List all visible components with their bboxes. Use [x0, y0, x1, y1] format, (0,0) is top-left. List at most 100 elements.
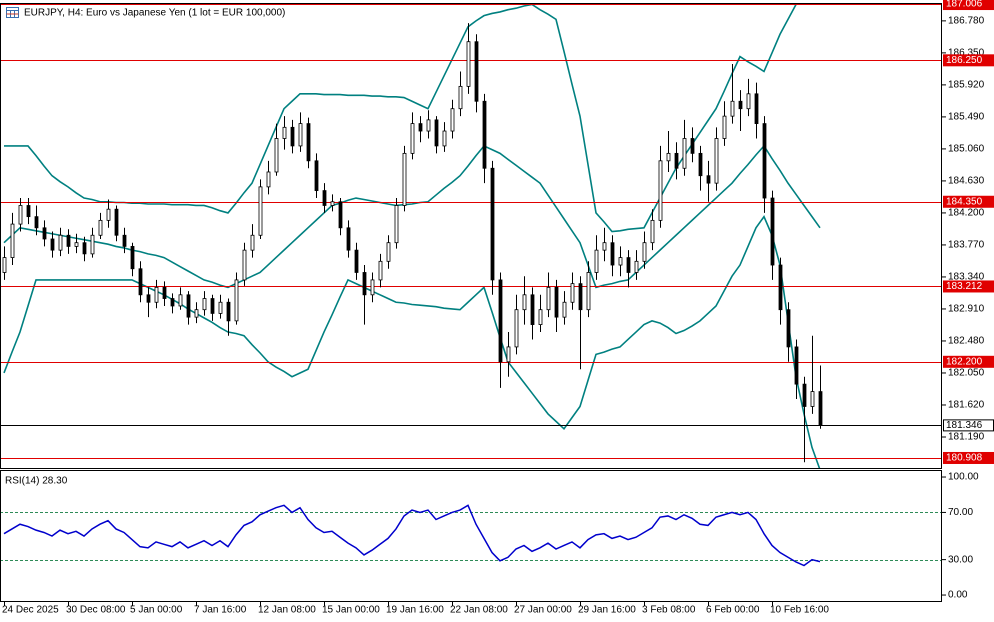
candle-body	[322, 190, 327, 206]
candle-body	[66, 234, 71, 247]
candle-body	[50, 238, 55, 251]
candle-body	[202, 298, 207, 311]
candle-body	[706, 175, 711, 184]
candle-body	[722, 115, 727, 139]
y-tick-label: 181.190	[948, 432, 985, 443]
candle-body	[130, 246, 135, 270]
candle-body	[266, 171, 271, 188]
level-label: 186.250	[946, 55, 983, 66]
y-tick-label: 184.200	[948, 208, 985, 219]
candle-body	[818, 391, 823, 426]
x-tick-label: 6 Feb 00:00	[706, 605, 760, 616]
level-label: 187.006	[946, 0, 983, 10]
x-tick-label: 19 Jan 16:00	[386, 605, 444, 616]
candle-body	[354, 249, 359, 273]
candle-body	[770, 197, 775, 266]
candle-body	[714, 138, 719, 184]
candle-body	[698, 152, 703, 177]
candle-body	[378, 260, 383, 281]
candle-body	[754, 93, 759, 124]
candle-body	[490, 167, 495, 281]
candle-body	[234, 279, 239, 322]
candle-body	[674, 152, 679, 169]
x-tick-label: 27 Jan 00:00	[514, 605, 572, 616]
candle-body	[650, 219, 655, 244]
candle-body	[626, 257, 631, 273]
candle-body	[602, 242, 607, 251]
candle-body	[194, 309, 199, 318]
y-tick-label: 183.770	[948, 240, 985, 251]
candle-body	[282, 126, 287, 139]
level-label-box	[943, 451, 994, 464]
candle-body	[538, 309, 543, 325]
candle-body	[258, 186, 263, 236]
candle-body	[34, 216, 39, 229]
y-tick-label: 182.050	[948, 368, 985, 379]
candle-body	[122, 234, 127, 247]
candle-body	[250, 234, 255, 251]
candle-body	[154, 286, 159, 303]
candle-body	[458, 85, 463, 110]
candle-body	[554, 286, 559, 318]
candle-body	[562, 301, 567, 318]
candle-body	[18, 205, 23, 225]
x-tick-label: 22 Jan 08:00	[450, 605, 508, 616]
candle-body	[138, 268, 143, 296]
level-label-box	[943, 280, 994, 293]
rsi-y-tick-label: 30.00	[948, 554, 973, 565]
candle-body	[690, 138, 695, 154]
candle-body	[362, 272, 367, 296]
level-label-box	[943, 54, 994, 67]
candle-body	[482, 100, 487, 169]
candle-body	[178, 294, 183, 307]
candle-body	[26, 205, 31, 218]
main-panel	[0, 3, 942, 469]
y-tick-label: 184.630	[948, 176, 985, 187]
candle-body	[314, 160, 319, 191]
level-label: 182.200	[946, 356, 983, 367]
y-tick-label: 186.350	[948, 48, 985, 59]
y-tick-label: 181.620	[948, 400, 985, 411]
candle-body	[810, 391, 815, 407]
candle-body	[642, 242, 647, 262]
candle-body	[162, 286, 167, 299]
candle-body	[218, 301, 223, 314]
candle-body	[618, 257, 623, 266]
candle-body	[682, 138, 687, 169]
y-tick-label: 186.780	[948, 16, 985, 27]
candle-body	[570, 283, 575, 303]
candle-body	[730, 100, 735, 117]
candle-body	[762, 123, 767, 199]
candle-body	[466, 41, 471, 87]
candle-body	[746, 93, 751, 110]
x-tick-label: 15 Jan 00:00	[322, 605, 380, 616]
candle-body	[146, 294, 151, 303]
candle-body	[274, 138, 279, 173]
candle-body	[514, 309, 519, 348]
candle-body	[186, 294, 191, 318]
candle-body	[346, 227, 351, 251]
candle-body	[210, 298, 215, 314]
x-tick-label: 12 Jan 08:00	[258, 605, 316, 616]
candle-body	[226, 301, 231, 322]
candle-body	[786, 309, 791, 348]
x-tick-label: 24 Dec 2025	[2, 605, 59, 616]
y-tick-label: 185.060	[948, 144, 985, 155]
rsi-y-tick-label: 70.00	[948, 507, 973, 518]
level-label-box	[943, 0, 994, 11]
rsi-y-tick-label: 0.00	[948, 590, 968, 601]
level-label: 180.908	[946, 453, 983, 464]
candle-body	[402, 152, 407, 206]
candle-body	[610, 242, 615, 266]
candle-body	[426, 119, 431, 132]
x-tick-label: 7 Jan 16:00	[194, 605, 247, 616]
rsi-title: RSI(14) 28.30	[5, 476, 68, 487]
candle-body	[546, 286, 551, 311]
bollinger-band	[3, 144, 821, 289]
candle-body	[586, 272, 591, 311]
candle-body	[450, 108, 455, 132]
candle-body	[90, 234, 95, 255]
candle-body	[506, 346, 511, 363]
